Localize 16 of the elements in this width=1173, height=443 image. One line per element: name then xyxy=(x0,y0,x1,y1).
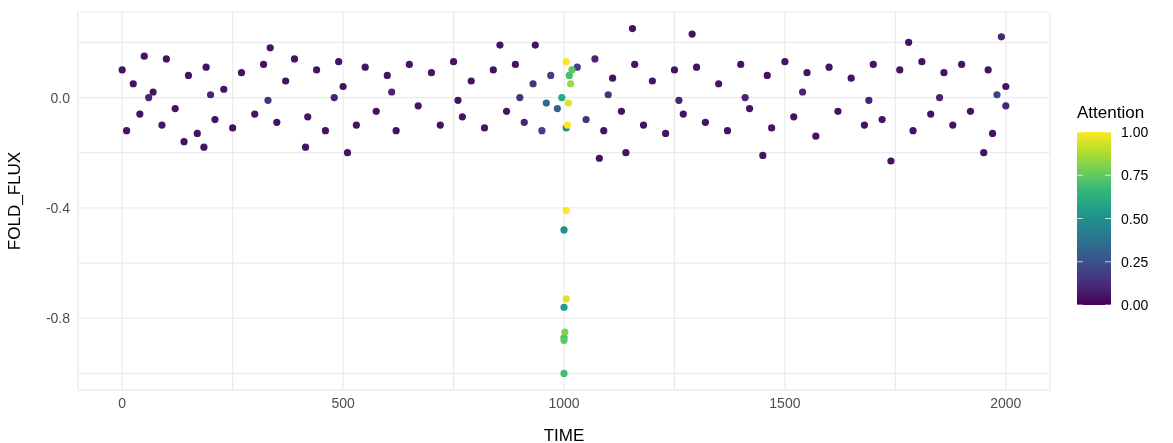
x-tick-label: 0 xyxy=(118,394,127,411)
x-tick-label: 500 xyxy=(331,394,355,411)
y-tick-label: -0.4 xyxy=(45,199,71,216)
color-bar-title: Attention xyxy=(1077,103,1145,122)
color-bar-label: 1.00 xyxy=(1121,124,1149,140)
y-tick-label: 0.0 xyxy=(50,89,71,106)
x-axis-title: TIME xyxy=(543,426,585,443)
color-bar-label: 0.25 xyxy=(1121,253,1149,270)
color-bar-label: 0.00 xyxy=(1121,297,1149,313)
color-bar-label: 0.75 xyxy=(1121,167,1149,184)
x-tick-label: 1500 xyxy=(769,394,801,411)
y-tick-label: -0.8 xyxy=(45,310,71,327)
x-tick-label: 2000 xyxy=(990,394,1022,411)
y-axis-title: FOLD_FLUX xyxy=(5,151,25,251)
color-bar-label: 0.50 xyxy=(1121,210,1149,227)
x-tick-label: 1000 xyxy=(548,394,580,411)
